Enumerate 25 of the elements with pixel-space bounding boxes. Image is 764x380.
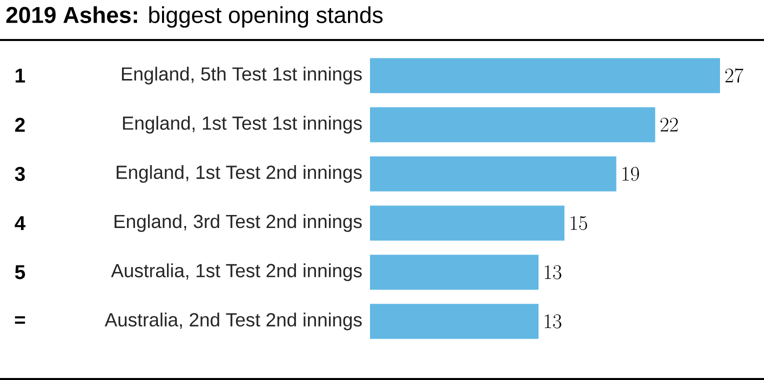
y-tick-label: England, 5th Test 1st innings xyxy=(122,66,362,84)
data-label: 22 xyxy=(660,118,678,132)
bar xyxy=(370,58,720,94)
y-tick-label: England, 3rd Test 2nd innings xyxy=(114,214,362,232)
data-label: 27 xyxy=(725,68,744,83)
chart-title: 2019 Ashes: biggest opening stands xyxy=(6,6,383,28)
bar xyxy=(370,254,539,290)
y-tick-label: Australia, 1st Test 2nd innings xyxy=(111,263,362,282)
data-label: 15 xyxy=(570,216,588,230)
text: 1 xyxy=(16,68,25,82)
data-label: 19 xyxy=(622,166,639,181)
data-label: 13 xyxy=(544,265,562,280)
y-tick-label: England, 1st Test 2nd innings xyxy=(116,165,362,183)
text: 3 xyxy=(14,166,25,181)
text: = xyxy=(15,316,25,324)
y-tick-label: Australia, 2nd Test 2nd innings xyxy=(104,312,362,330)
text: 2 xyxy=(15,118,25,132)
y-tick-label: England, 1st Test 1st innings xyxy=(123,116,362,134)
bar xyxy=(370,107,656,142)
text: 5 xyxy=(15,265,25,280)
bar xyxy=(370,156,616,192)
bar xyxy=(370,304,539,339)
data-label: 13 xyxy=(544,314,562,328)
bar xyxy=(370,206,564,241)
text: 4 xyxy=(14,216,26,230)
